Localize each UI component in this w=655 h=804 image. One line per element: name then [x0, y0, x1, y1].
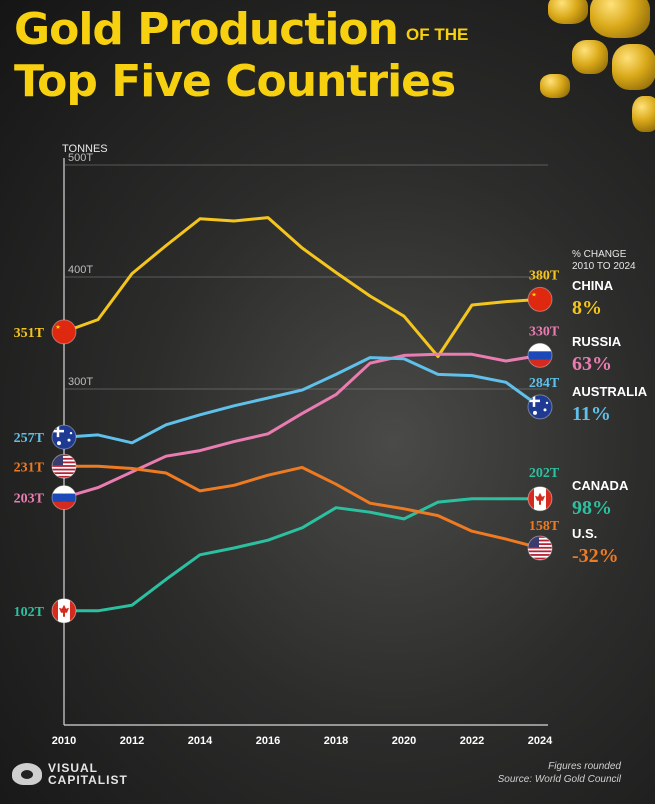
visual-capitalist-logo: VISUAL CAPITALIST	[12, 762, 128, 786]
logo-icon	[12, 763, 42, 785]
marker-layer	[51, 286, 553, 624]
title-block: Gold Production OF THE	[14, 4, 468, 56]
start-value-australia: 257T	[14, 431, 45, 446]
gold-nugget-decoration	[632, 96, 655, 132]
legend-name-russia: RUSSIA	[572, 334, 622, 349]
flag-russia-icon	[51, 485, 77, 511]
chart-title-line1: Gold Production	[14, 4, 399, 55]
figures-rounded-note: Figures rounded	[548, 761, 621, 772]
x-tick-label: 2010	[52, 735, 76, 747]
x-tick-label: 2012	[120, 735, 144, 747]
legend-name-china: CHINA	[572, 278, 614, 293]
series-line-australia	[62, 356, 542, 445]
source-text: Source: World Gold Council	[497, 774, 621, 785]
gold-nugget-decoration	[540, 74, 570, 98]
x-tick-label: 2022	[460, 735, 484, 747]
flag-china-icon	[527, 286, 553, 312]
line-layer	[62, 216, 542, 613]
x-tick-label: 2024	[528, 735, 553, 747]
x-tick-label: 2020	[392, 735, 416, 747]
y-tick-label: 400T	[68, 264, 93, 276]
gold-nugget-decoration	[612, 44, 655, 90]
end-value-russia: 330T	[529, 324, 560, 339]
brand-line2: CAPITALIST	[48, 773, 128, 787]
legend-pct-russia: 63%	[572, 353, 612, 375]
legend-header-line: 2010 TO 2024	[572, 261, 636, 272]
end-value-australia: 284T	[529, 376, 560, 391]
start-value-us: 231T	[14, 460, 45, 475]
end-value-china: 380T	[529, 268, 560, 283]
series-line-us	[62, 464, 542, 550]
flag-australia-icon	[527, 394, 553, 420]
source-note: Figures rounded Source: World Gold Counc…	[498, 760, 621, 786]
end-value-canada: 202T	[529, 466, 560, 481]
start-value-canada: 102T	[14, 605, 45, 620]
legend-name-us: U.S.	[572, 526, 597, 541]
y-tick-label: 500T	[68, 152, 93, 164]
legend-pct-us: -32%	[572, 545, 619, 567]
series-line-canada	[62, 497, 542, 613]
flag-us-icon	[51, 453, 77, 479]
flag-china-icon	[51, 319, 77, 345]
legend-pct-australia: 11%	[572, 403, 611, 425]
series-line-china	[62, 216, 542, 358]
y-axis-title: TONNES	[62, 143, 108, 155]
legend-header-line: % CHANGE	[572, 249, 627, 260]
gold-nugget-decoration	[572, 40, 608, 74]
chart-title-connector: OF THE	[406, 25, 469, 44]
legend-name-canada: CANADA	[572, 478, 629, 493]
flag-canada-icon	[527, 486, 553, 512]
chart-title-line2: Top Five Countries	[14, 56, 456, 107]
legend-name-australia: AUSTRALIA	[572, 384, 648, 399]
legend-pct-china: 8%	[572, 297, 602, 319]
legend-pct-canada: 98%	[572, 497, 612, 519]
x-tick-label: 2014	[188, 735, 213, 747]
series-line-russia	[62, 352, 542, 500]
end-value-us: 158T	[529, 519, 560, 534]
flag-canada-icon	[51, 598, 77, 624]
brand-line1: VISUAL	[48, 761, 99, 775]
y-tick-label: 300T	[68, 376, 93, 388]
gold-nugget-decoration	[548, 0, 588, 24]
flag-us-icon	[527, 535, 553, 561]
start-value-china: 351T	[14, 326, 45, 341]
gold-nugget-decoration	[590, 0, 650, 38]
flag-australia-icon	[51, 424, 77, 450]
x-tick-label: 2016	[256, 735, 280, 747]
x-tick-label: 2018	[324, 735, 348, 747]
start-value-russia: 203T	[14, 492, 45, 507]
flag-russia-icon	[527, 342, 553, 368]
